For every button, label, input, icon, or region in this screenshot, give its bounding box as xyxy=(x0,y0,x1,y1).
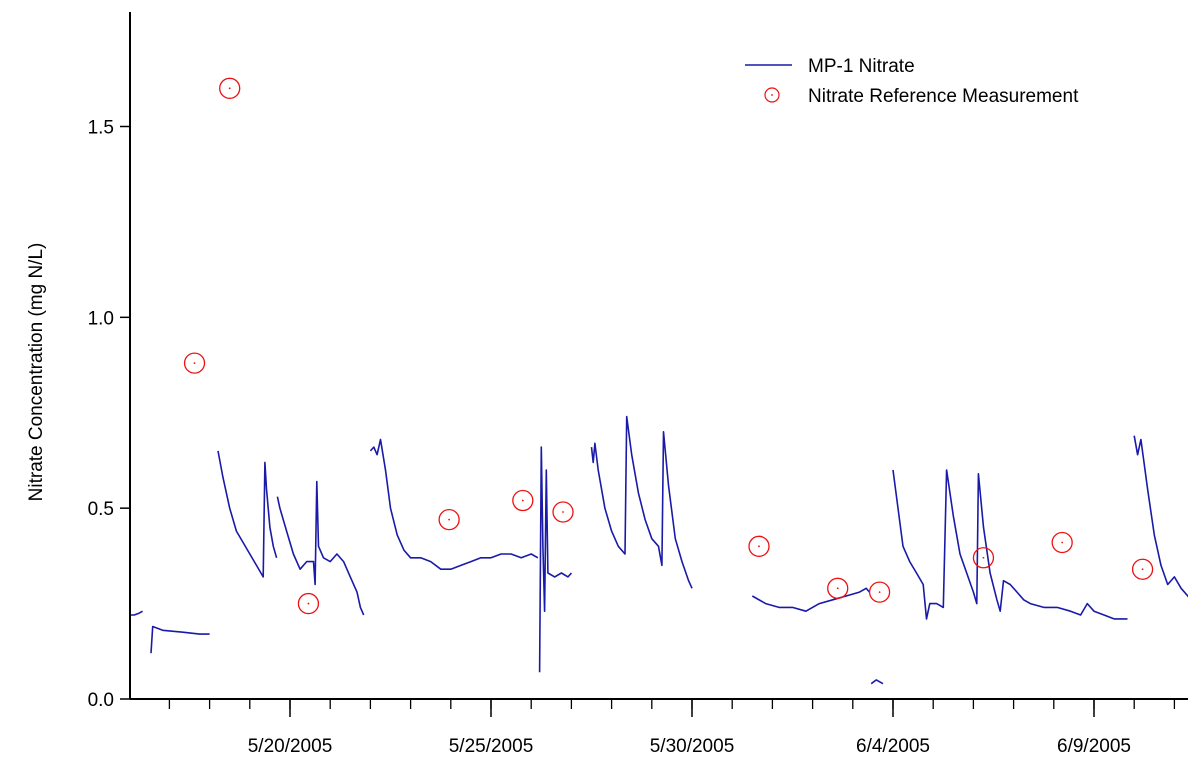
nitrate-line-segment-8 xyxy=(870,679,884,685)
nitrate-line-segment-3 xyxy=(276,480,365,616)
reference-point-center-2 xyxy=(307,602,310,605)
reference-point-7 xyxy=(827,577,849,599)
reference-point-center-10 xyxy=(1061,541,1064,544)
nitrate-line-segment-4 xyxy=(369,438,539,571)
nitrate-line-segment-10 xyxy=(1133,435,1188,598)
x-axis: 5/20/2005 5/25/2005 5/30/2005 6/4/2005 6/9/2… xyxy=(130,698,1188,757)
reference-point-10 xyxy=(1051,531,1073,554)
series-reference-points xyxy=(183,77,1154,615)
reference-point-5 xyxy=(552,501,574,523)
reference-point-center-0 xyxy=(193,362,196,365)
nitrate-line-segment-1 xyxy=(150,625,210,654)
legend: MP-1 Nitrate Nitrate Reference Measureme… xyxy=(745,56,1079,107)
legend-circle-dot xyxy=(771,94,773,96)
reference-point-1 xyxy=(219,77,241,99)
reference-point-center-5 xyxy=(562,511,564,513)
y-axis-label: Nitrate Concentration (mg N/L) xyxy=(26,243,47,502)
reference-point-center-3 xyxy=(448,518,451,521)
reference-point-center-4 xyxy=(521,499,524,502)
legend-label-reference: Nitrate Reference Measurement xyxy=(808,86,1079,107)
reference-point-3 xyxy=(438,508,460,531)
reference-point-center-7 xyxy=(836,587,839,590)
reference-point-11 xyxy=(1131,558,1154,580)
reference-point-6 xyxy=(748,535,770,557)
nitrate-line-segment-0 xyxy=(130,610,143,616)
y-tick-label-3: 1.5 xyxy=(88,118,114,139)
plot-area xyxy=(130,77,1188,685)
reference-point-4 xyxy=(512,489,534,512)
y-tick-label-0: 0.0 xyxy=(88,690,114,711)
x-tick-label-2: 5/30/2005 xyxy=(650,736,735,757)
reference-point-center-9 xyxy=(982,556,985,559)
reference-point-0 xyxy=(183,352,206,374)
y-tick-label-1: 0.5 xyxy=(88,499,114,520)
series-nitrate-line xyxy=(130,415,1188,685)
legend-label-nitrate: MP-1 Nitrate xyxy=(808,56,915,77)
y-axis: 0.0 0.5 1.0 1.5 xyxy=(88,12,131,711)
nitrate-line-segment-6 xyxy=(590,415,693,589)
reference-point-2 xyxy=(297,592,320,615)
reference-point-center-11 xyxy=(1141,568,1144,571)
nitrate-line-segment-2 xyxy=(217,450,278,578)
x-tick-label-4: 6/9/2005 xyxy=(1057,736,1131,757)
nitrate-line-segment-9 xyxy=(892,469,1128,620)
legend-circle-swatch xyxy=(764,87,780,103)
x-tick-label-1: 5/25/2005 xyxy=(449,736,534,757)
nitrate-line-segment-7 xyxy=(751,587,871,613)
reference-point-9 xyxy=(972,547,995,569)
nitrate-line-segment-5 xyxy=(538,446,573,673)
x-tick-label-3: 6/4/2005 xyxy=(856,736,930,757)
reference-point-center-1 xyxy=(228,87,231,90)
reference-point-center-6 xyxy=(758,545,760,548)
y-tick-label-2: 1.0 xyxy=(88,308,114,329)
reference-point-8 xyxy=(868,581,891,603)
reference-point-center-8 xyxy=(878,591,881,594)
x-tick-label-0: 5/20/2005 xyxy=(248,736,333,757)
